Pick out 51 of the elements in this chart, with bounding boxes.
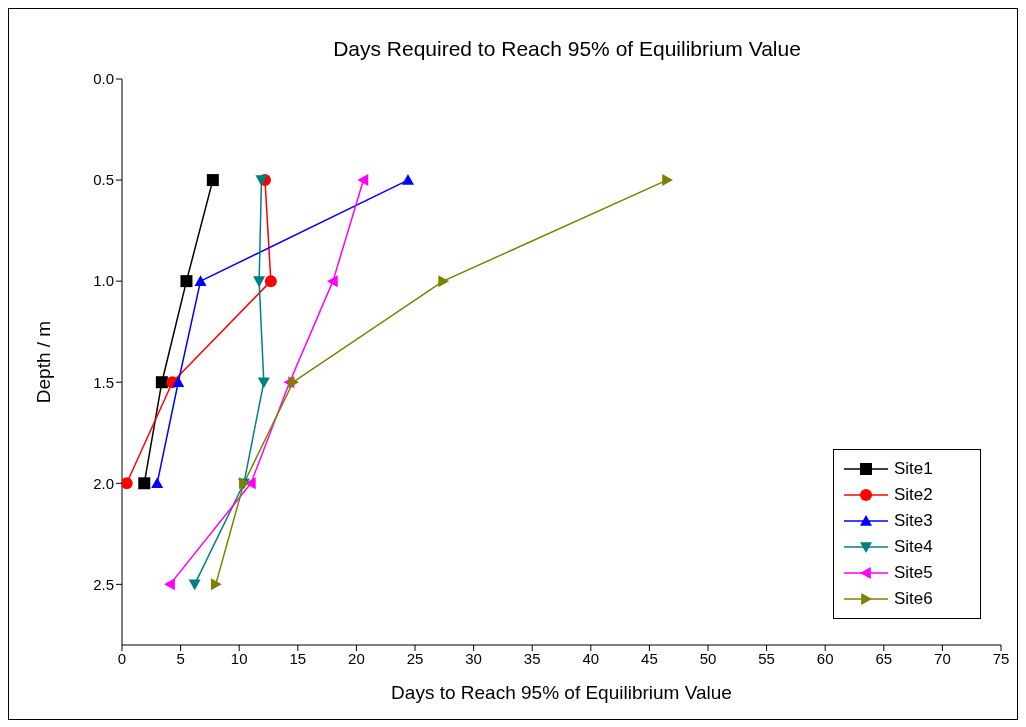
y-tick-label: 1.0: [93, 272, 114, 290]
point: [180, 275, 193, 288]
x-tick-label: 40: [582, 649, 600, 667]
y-tick-label: 2.5: [93, 575, 114, 593]
x-tick-label: 45: [641, 649, 658, 667]
y-tick-label: 0.5: [93, 171, 114, 189]
point: [288, 376, 300, 389]
point: [138, 477, 151, 490]
x-tick-label: 70: [934, 649, 951, 667]
legend-label: Site6: [894, 589, 933, 609]
legend-label: Site5: [894, 563, 933, 583]
x-axis-title: Days to Reach 95% of Equilibrium Value: [391, 682, 732, 703]
legend-label: Site4: [894, 537, 933, 557]
point: [172, 376, 185, 388]
legend-label: Site2: [894, 485, 933, 505]
x-tick-label: 55: [758, 649, 775, 667]
point: [164, 578, 175, 591]
legend-label: Site3: [894, 511, 933, 531]
x-tick-label: 65: [875, 649, 893, 667]
y-axis-title: Depth / m: [32, 320, 54, 404]
x-tick-label: 15: [289, 649, 307, 667]
y-tick-label: 0.0: [93, 70, 114, 88]
x-tick-label: 20: [348, 649, 365, 667]
point: [122, 477, 133, 490]
x-tick-label: 0: [117, 649, 127, 667]
x-tick-label: 5: [176, 649, 185, 667]
x-tick-label: 35: [523, 649, 541, 667]
point: [210, 578, 222, 591]
chart-title: Days Required to Reach 95% of Equilibrium Value: [332, 37, 802, 61]
point: [206, 174, 219, 187]
x-tick-label: 25: [406, 649, 424, 667]
x-tick-label: 30: [465, 649, 482, 667]
x-tick-label: 50: [699, 649, 717, 667]
x-tick-label: 60: [816, 649, 834, 667]
legend-label: Site1: [894, 459, 933, 479]
point: [357, 174, 369, 187]
point: [188, 579, 201, 591]
y-tick-label: 2.0: [93, 474, 114, 492]
point: [151, 477, 164, 489]
point: [257, 377, 270, 389]
point: [326, 275, 338, 288]
point: [264, 275, 277, 288]
x-tick-label: 10: [230, 649, 248, 667]
point: [194, 275, 207, 286]
y-tick-label: 1.5: [93, 373, 114, 391]
point: [253, 276, 266, 288]
point: [438, 275, 450, 288]
x-tick-label: 75: [992, 649, 1010, 667]
point: [401, 174, 414, 185]
point: [662, 174, 673, 187]
point: [155, 376, 168, 389]
